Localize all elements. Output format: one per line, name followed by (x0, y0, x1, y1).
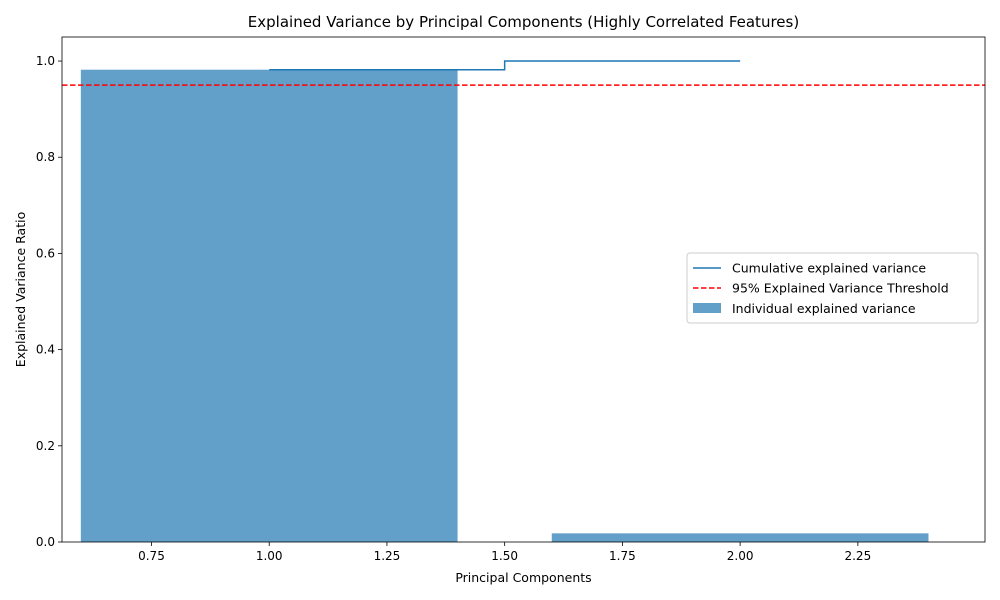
y-tick-label: 0.6 (36, 246, 55, 260)
legend-box (686, 252, 979, 324)
y-tick-label: 0.8 (36, 150, 55, 164)
legend-label-cumulative: Cumulative explained variance (732, 261, 926, 276)
x-tick-label: 1.75 (609, 549, 636, 563)
x-axis-label: Principal Components (455, 570, 591, 585)
y-tick-label: 0.4 (36, 343, 55, 357)
y-tick-label: 1.0 (36, 54, 55, 68)
bar-pc-2 (551, 533, 929, 542)
y-axis-label: Explained Variance Ratio (13, 212, 28, 367)
y-tick-label: 0.0 (36, 535, 55, 549)
chart-title: Explained Variance by Principal Componen… (248, 13, 799, 31)
plot-area: 0.75 1.00 1.25 1.50 1.75 2.00 2.25 0.0 0.2 0.4 0.6… (36, 36, 986, 563)
y-tick-label: 0.2 (36, 439, 55, 453)
legend-swatch-bars (693, 303, 721, 313)
legend-label-threshold: 95% Explained Variance Threshold (732, 281, 949, 296)
x-tick-label: 0.75 (138, 549, 165, 563)
x-tick-label: 2.25 (844, 549, 871, 563)
legend-label-bars: Individual explained variance (732, 301, 916, 316)
x-tick-label: 1.25 (374, 549, 401, 563)
legend: Cumulative explained variance 95% Explai… (686, 252, 979, 324)
cumulative-variance-line (269, 60, 741, 71)
axes-frame (61, 36, 986, 543)
x-tick-label: 2.00 (727, 549, 754, 563)
x-tick-label: 1.50 (491, 549, 518, 563)
bar-pc-1 (80, 69, 458, 542)
x-tick-label: 1.00 (256, 549, 283, 563)
